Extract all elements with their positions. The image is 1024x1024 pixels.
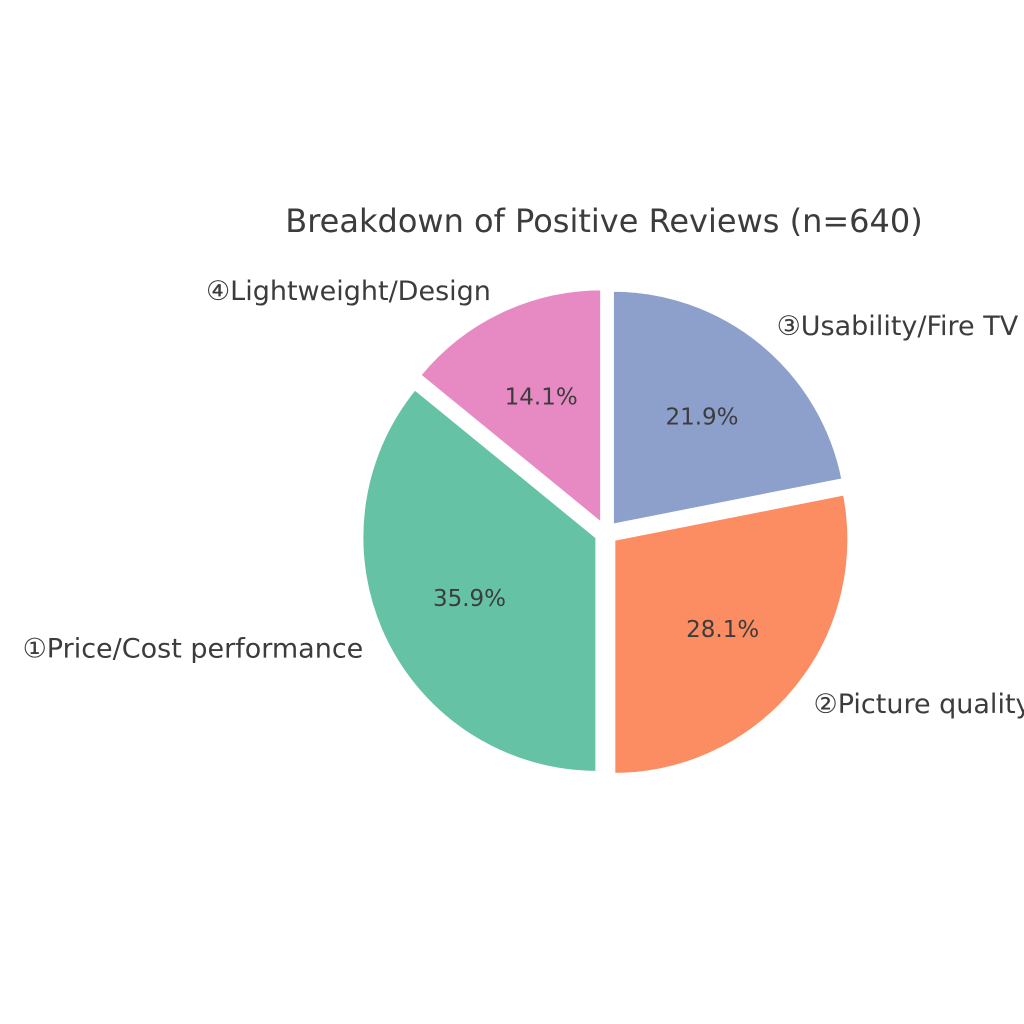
pie-slice-label-2: ①Price/Cost performance	[23, 634, 364, 665]
pie-slice-3	[418, 287, 604, 526]
pie-pct-label-2: 35.9%	[433, 586, 506, 612]
pie-slice-label-1: ②Picture quality	[814, 689, 1024, 720]
chart-title: Breakdown of Positive Reviews (n=640)	[285, 202, 923, 240]
pie-slice-2	[360, 387, 599, 774]
pie-pct-label-3: 14.1%	[505, 385, 578, 411]
pie-pct-label-1: 28.1%	[686, 617, 759, 643]
pie-slice-0	[610, 288, 845, 527]
pie-slice-label-0: ③Usability/Fire TV	[777, 311, 1019, 342]
pie-pct-label-0: 21.9%	[665, 404, 738, 430]
pie-slice-label-3: ④Lightweight/Design	[206, 276, 491, 307]
pie-slice-1	[612, 492, 851, 776]
